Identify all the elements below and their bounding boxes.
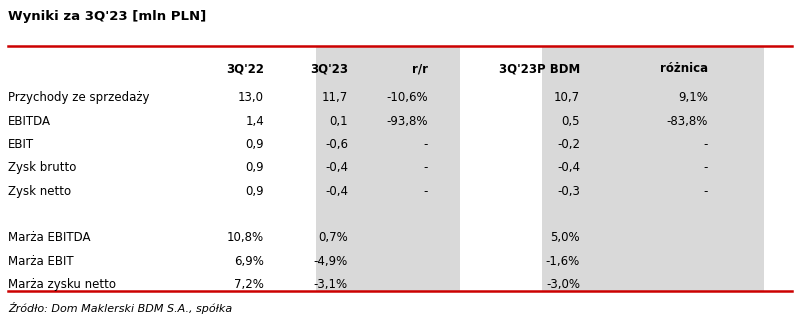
Text: -: - xyxy=(424,161,428,174)
Text: 0,9: 0,9 xyxy=(246,185,264,198)
Text: 10,8%: 10,8% xyxy=(227,231,264,244)
Text: 0,1: 0,1 xyxy=(330,115,348,128)
Text: 1,4: 1,4 xyxy=(246,115,264,128)
Text: -83,8%: -83,8% xyxy=(666,115,708,128)
Text: Zysk netto: Zysk netto xyxy=(8,185,71,198)
Text: Przychody ze sprzedaży: Przychody ze sprzedaży xyxy=(8,91,150,104)
Text: -3,0%: -3,0% xyxy=(546,278,580,291)
Text: -: - xyxy=(424,185,428,198)
Text: -93,8%: -93,8% xyxy=(386,115,428,128)
Text: 10,7: 10,7 xyxy=(554,91,580,104)
Text: 0,7%: 0,7% xyxy=(318,231,348,244)
Text: -10,6%: -10,6% xyxy=(386,91,428,104)
Text: Wyniki za 3Q'23 [mln PLN]: Wyniki za 3Q'23 [mln PLN] xyxy=(8,10,206,23)
Text: Zysk brutto: Zysk brutto xyxy=(8,161,76,174)
Text: 3Q'22: 3Q'22 xyxy=(226,62,264,76)
Text: 3Q'23: 3Q'23 xyxy=(310,62,348,76)
Text: -0,4: -0,4 xyxy=(557,161,580,174)
Text: -: - xyxy=(424,138,428,151)
Text: -0,4: -0,4 xyxy=(325,185,348,198)
Text: Marża zysku netto: Marża zysku netto xyxy=(8,278,116,291)
FancyBboxPatch shape xyxy=(542,46,764,291)
Text: 0,9: 0,9 xyxy=(246,138,264,151)
Text: r/r: r/r xyxy=(412,62,428,76)
FancyBboxPatch shape xyxy=(316,46,460,291)
Text: -0,6: -0,6 xyxy=(325,138,348,151)
Text: -4,9%: -4,9% xyxy=(314,255,348,268)
Text: 7,2%: 7,2% xyxy=(234,278,264,291)
Text: 9,1%: 9,1% xyxy=(678,91,708,104)
Text: EBITDA: EBITDA xyxy=(8,115,51,128)
Text: -: - xyxy=(704,185,708,198)
Text: -0,2: -0,2 xyxy=(557,138,580,151)
Text: 5,0%: 5,0% xyxy=(550,231,580,244)
Text: -3,1%: -3,1% xyxy=(314,278,348,291)
Text: -: - xyxy=(704,138,708,151)
Text: Marża EBIT: Marża EBIT xyxy=(8,255,74,268)
Text: EBIT: EBIT xyxy=(8,138,34,151)
Text: Marża EBITDA: Marża EBITDA xyxy=(8,231,90,244)
Text: 3Q'23P BDM: 3Q'23P BDM xyxy=(498,62,580,76)
Text: -0,4: -0,4 xyxy=(325,161,348,174)
Text: 0,5: 0,5 xyxy=(562,115,580,128)
Text: -0,3: -0,3 xyxy=(557,185,580,198)
Text: 13,0: 13,0 xyxy=(238,91,264,104)
Text: Źródło: Dom Maklerski BDM S.A., spółka: Źródło: Dom Maklerski BDM S.A., spółka xyxy=(8,302,232,314)
Text: 11,7: 11,7 xyxy=(322,91,348,104)
Text: -1,6%: -1,6% xyxy=(546,255,580,268)
Text: -: - xyxy=(704,161,708,174)
Text: 6,9%: 6,9% xyxy=(234,255,264,268)
Text: 0,9: 0,9 xyxy=(246,161,264,174)
Text: różnica: różnica xyxy=(660,62,708,76)
